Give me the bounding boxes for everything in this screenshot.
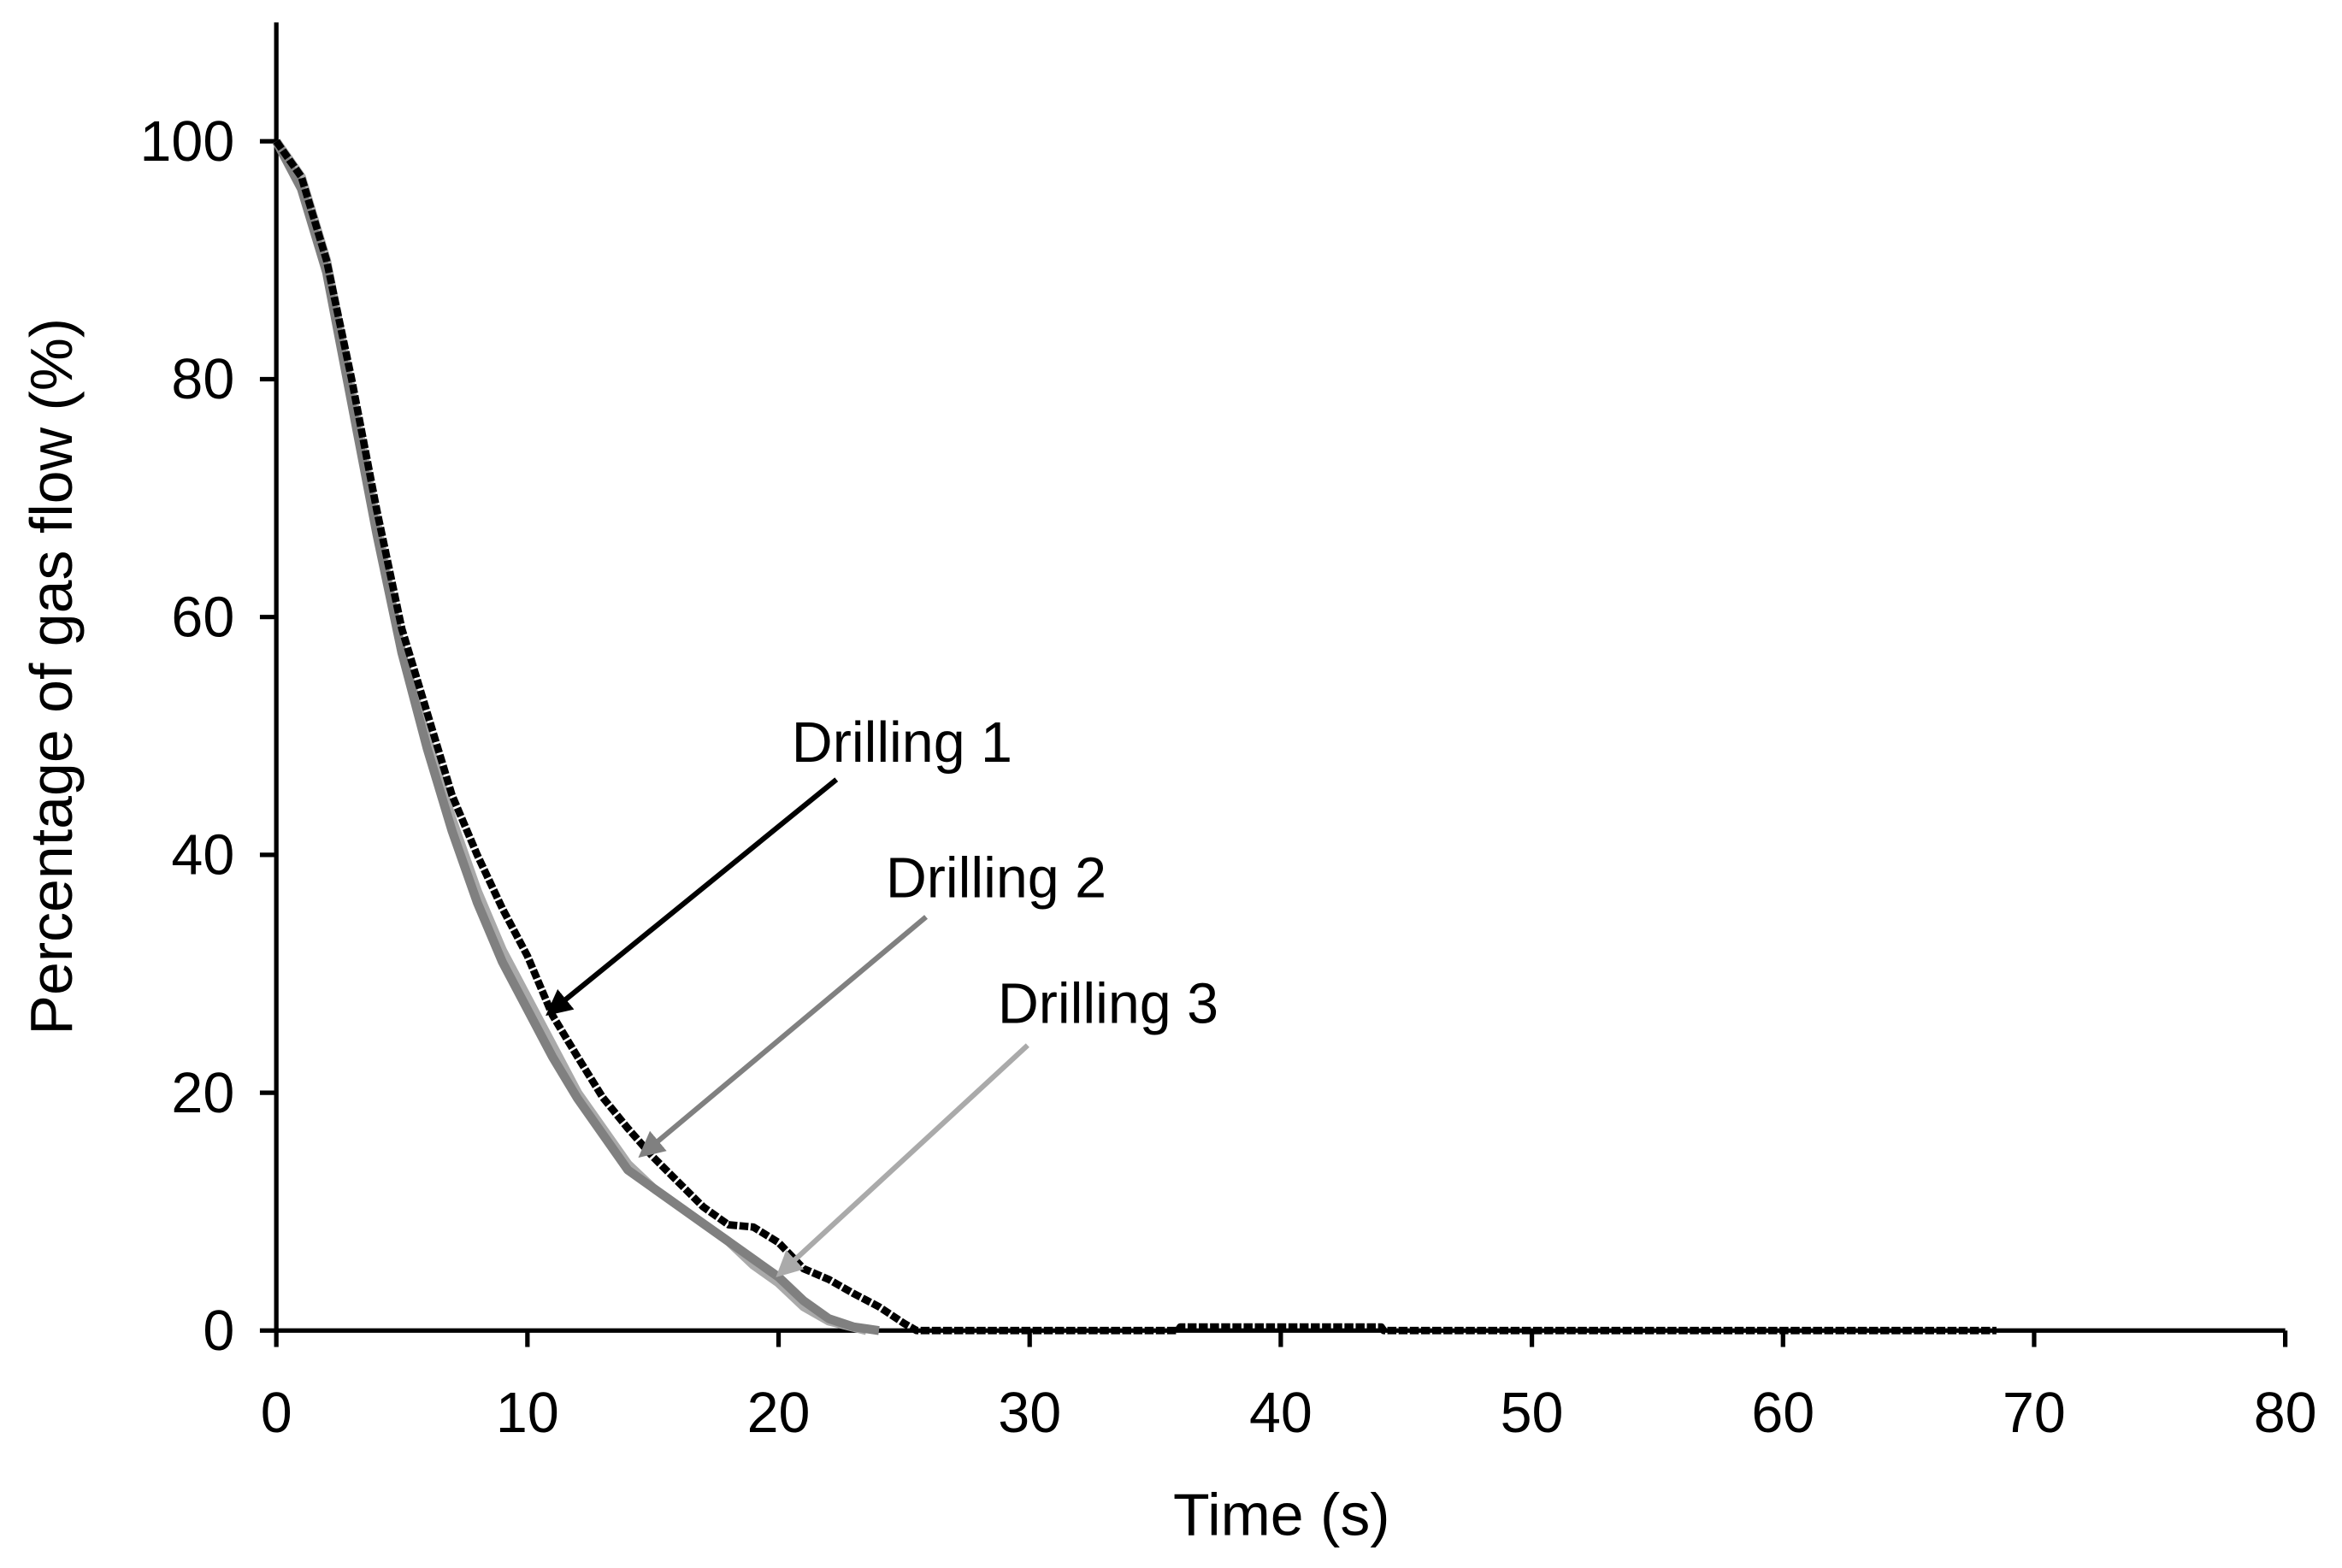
annotation-arrow (776, 1043, 1029, 1278)
y-tick-label: 20 (171, 1062, 234, 1125)
y-tick-label: 80 (171, 348, 234, 411)
x-tick-label: 20 (747, 1382, 811, 1445)
x-tick-label: 60 (1751, 1382, 1814, 1445)
annotation-label: Drilling 1 (792, 711, 1012, 775)
x-tick-label: 0 (261, 1382, 292, 1445)
x-tick-label: 40 (1249, 1382, 1313, 1445)
x-tick-label: 80 (2254, 1382, 2317, 1445)
annotation-label: Drilling 3 (998, 972, 1218, 1035)
data-line (273, 139, 1997, 1335)
x-tick-label: 50 (1501, 1382, 1564, 1445)
annotation-arrow (638, 915, 928, 1158)
annotation-label: Drilling 2 (886, 847, 1106, 911)
y-tick-label: 60 (171, 586, 234, 649)
y-tick-label: 100 (140, 110, 235, 174)
y-tick-label: 40 (171, 824, 234, 887)
annotation-arrow (546, 777, 839, 1017)
y-axis-label: Percentage of gas flow (%) (18, 318, 85, 1035)
x-tick-label: 10 (496, 1382, 559, 1445)
x-tick-label: 70 (2003, 1382, 2066, 1445)
x-axis-label: Time (s) (1173, 1482, 1390, 1548)
x-tick-label: 30 (998, 1382, 1061, 1445)
data-line (272, 139, 868, 1335)
y-tick-label: 0 (203, 1300, 234, 1363)
data-line (272, 139, 880, 1335)
